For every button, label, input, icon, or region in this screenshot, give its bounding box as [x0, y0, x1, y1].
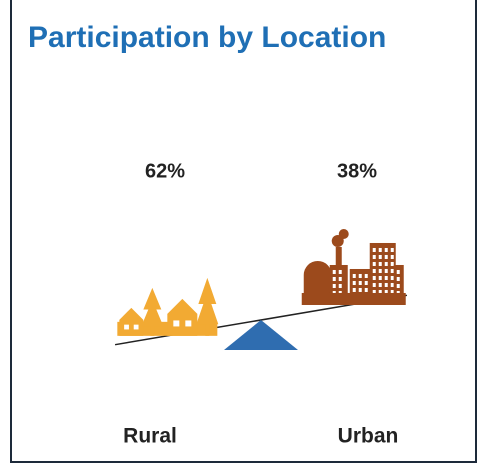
window — [396, 276, 400, 281]
house — [167, 298, 198, 336]
window — [372, 268, 376, 273]
window — [338, 283, 342, 288]
window — [384, 282, 388, 287]
window — [384, 268, 388, 273]
window — [173, 320, 180, 327]
window — [384, 261, 388, 266]
window — [332, 276, 336, 281]
window — [378, 268, 382, 273]
window — [352, 280, 356, 285]
window — [378, 289, 382, 294]
window — [390, 268, 394, 273]
value-label: 38% — [337, 160, 377, 182]
window — [396, 269, 400, 274]
window — [185, 320, 192, 327]
window — [338, 276, 342, 281]
window — [372, 289, 376, 294]
window — [338, 269, 342, 274]
window — [332, 269, 336, 274]
chimney — [335, 246, 342, 267]
smoke — [338, 228, 349, 239]
window — [332, 283, 336, 288]
value-label: 62% — [145, 160, 185, 182]
category-label: Urban — [338, 425, 399, 448]
window — [390, 282, 394, 287]
window — [378, 247, 382, 252]
window — [384, 275, 388, 280]
window — [378, 261, 382, 266]
window — [358, 273, 362, 278]
window — [390, 289, 394, 294]
window — [372, 254, 376, 259]
window — [364, 280, 368, 285]
window — [352, 287, 356, 292]
urban-icon — [301, 228, 406, 305]
chart-title: Participation by Location — [28, 21, 386, 54]
window — [378, 282, 382, 287]
ground — [301, 292, 406, 305]
category-label: Rural — [123, 425, 177, 448]
window — [378, 275, 382, 280]
window — [384, 289, 388, 294]
window — [364, 287, 368, 292]
window — [384, 254, 388, 259]
window — [384, 247, 388, 252]
window — [358, 280, 362, 285]
fulcrum — [224, 320, 298, 350]
window — [396, 283, 400, 288]
window — [390, 275, 394, 280]
window — [390, 261, 394, 266]
window — [378, 254, 382, 259]
tree — [196, 277, 219, 336]
rural-icon — [117, 277, 219, 336]
window — [358, 287, 362, 292]
window — [372, 261, 376, 266]
tree — [141, 287, 164, 336]
window — [352, 273, 356, 278]
window — [372, 275, 376, 280]
window — [372, 247, 376, 252]
window — [364, 273, 368, 278]
window — [124, 324, 129, 330]
window — [390, 247, 394, 252]
dome — [303, 260, 332, 293]
card-border — [10, 0, 477, 463]
window — [372, 282, 376, 287]
window — [133, 324, 139, 330]
house — [119, 307, 144, 336]
window — [390, 254, 394, 259]
